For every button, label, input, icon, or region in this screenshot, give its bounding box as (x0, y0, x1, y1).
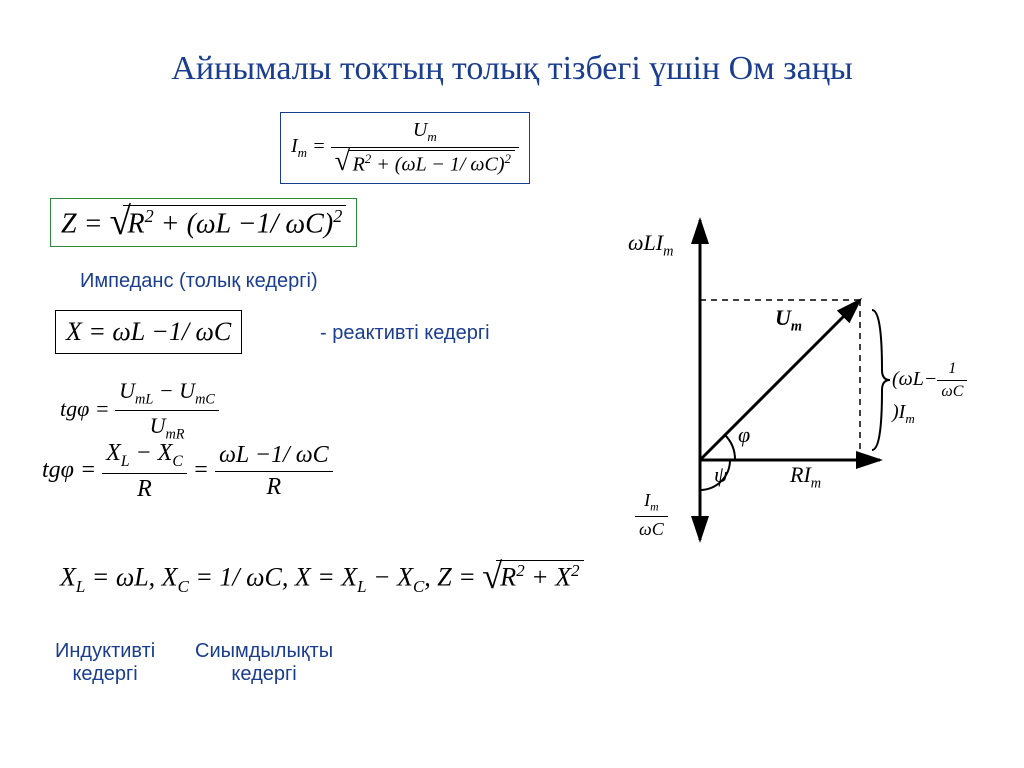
formula-ohm-law: Im = Um R2 + (ωL − 1/ ωC)2 (280, 112, 530, 184)
label-capacitive: Сиымдылықты кедергі (195, 640, 333, 686)
diagram-label-Um: Um (775, 305, 802, 335)
formula-reactance: X = ωL −1/ ωC (55, 310, 242, 354)
formula-definitions: XL = ωL, XC = 1/ ωC, X = XL − XC, Z = R2… (60, 560, 584, 597)
label-inductive: Индуктивті кедергі (55, 640, 155, 686)
sqrt: R2 + (ωL −1/ ωC)2 (109, 205, 346, 240)
formula-tgphi-reactances: tgφ = XL − XC R = ωL −1/ ωC R (42, 440, 333, 503)
diagram-label-psi: ψ (714, 462, 728, 488)
formula-tgphi-voltages: tgφ = UmL − UmC UmR (60, 378, 219, 444)
label-impedance: Импеданс (толық кедергі) (80, 270, 318, 293)
diagram-label-wLminuswC: (ωL−1ωC)Im (892, 360, 980, 427)
fraction: UmL − UmC UmR (115, 378, 219, 444)
diagram-label-wLIm: ωLIm (628, 230, 673, 260)
lhs: tgφ = (60, 396, 110, 421)
diagram-label-phi: φ (738, 422, 750, 448)
lhs: Im (291, 135, 307, 157)
slide-title: Айнымалы токтың толық тізбегі үшін Ом за… (0, 50, 1024, 88)
lhs: tgφ = (42, 457, 96, 483)
lhs: Z = (61, 208, 109, 239)
fraction-right: ωL −1/ ωC R (215, 442, 333, 501)
eq2: = (193, 457, 215, 483)
fraction-left: XL − XC R (102, 440, 187, 503)
eq: = (312, 135, 331, 157)
diagram-label-ImwC: ImωC (635, 490, 668, 540)
fraction: Um R2 + (ωL − 1/ ωC)2 (331, 119, 519, 177)
label-reactive: - реактивті кедергі (320, 322, 490, 345)
phasor-diagram: ωLIm Um (ωL−1ωC)Im φ ψ RIm ImωC (580, 200, 980, 560)
formula-impedance: Z = R2 + (ωL −1/ ωC)2 (50, 198, 357, 247)
diagram-label-RIm: RIm (790, 462, 821, 492)
